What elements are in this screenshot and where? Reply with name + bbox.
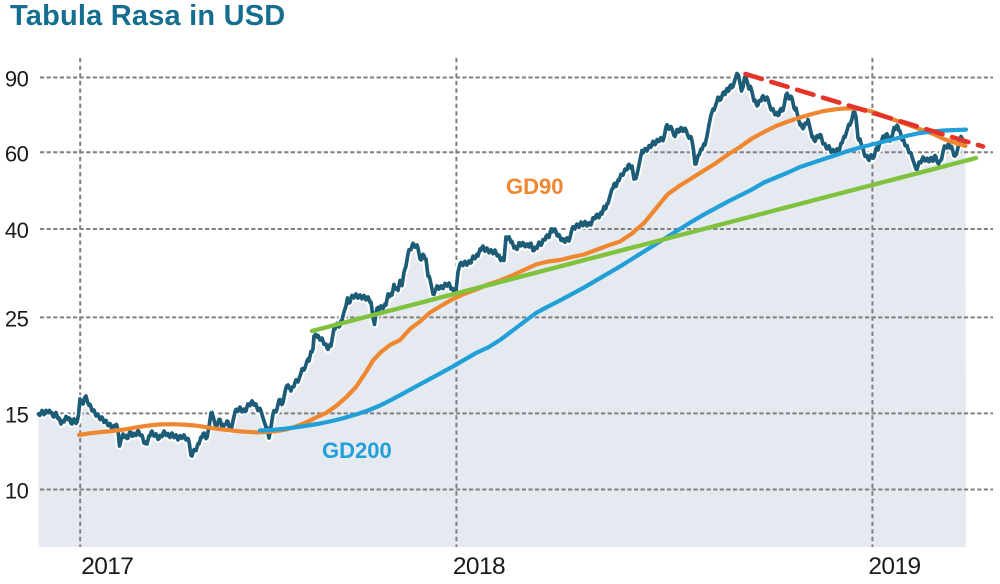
svg-text:40: 40 <box>5 218 29 243</box>
svg-text:25: 25 <box>5 306 29 331</box>
svg-text:Tabula Rasa in USD: Tabula Rasa in USD <box>10 0 285 32</box>
svg-text:10: 10 <box>5 479 29 504</box>
svg-text:90: 90 <box>5 67 29 92</box>
svg-text:2019: 2019 <box>868 553 920 579</box>
svg-text:2017: 2017 <box>81 553 133 579</box>
svg-text:60: 60 <box>5 141 29 166</box>
svg-text:15: 15 <box>5 402 29 427</box>
svg-text:GD90: GD90 <box>506 174 563 199</box>
svg-text:2018: 2018 <box>453 553 505 579</box>
svg-text:GD200: GD200 <box>322 438 392 463</box>
